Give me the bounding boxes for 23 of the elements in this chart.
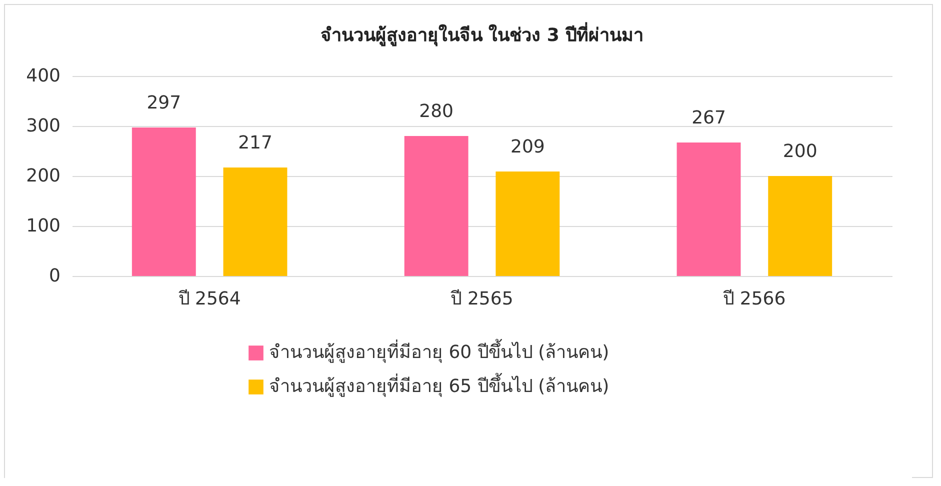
y-tick-label: 200 xyxy=(26,166,60,186)
x-tick-label: ปี 2564 xyxy=(178,288,241,310)
bar xyxy=(223,168,288,276)
chart-title: จำนวนผู้สูงอายุในจีน ในช่วง 3 ปีที่ผ่านมา xyxy=(320,22,644,47)
x-tick-label: ปี 2565 xyxy=(450,288,514,310)
data-label: 280 xyxy=(419,101,454,122)
bar xyxy=(768,176,832,276)
data-label: 209 xyxy=(510,136,545,158)
x-tick-label: ปี 2566 xyxy=(723,288,786,310)
data-label: 217 xyxy=(238,132,272,154)
bar xyxy=(404,136,468,276)
y-tick-label: 300 xyxy=(26,116,60,136)
data-label: 297 xyxy=(146,92,182,114)
bar xyxy=(132,128,196,276)
legend-label: จำนวนผู้สูงอายุที่มีอายุ 65 ปีขึ้นไป (ล้านคน) xyxy=(269,373,610,397)
bar xyxy=(496,172,560,276)
y-tick-label: 0 xyxy=(49,266,60,286)
y-tick-label: 400 xyxy=(26,66,60,86)
data-label: 200 xyxy=(782,141,818,162)
data-label: 267 xyxy=(692,108,726,128)
y-tick-label: 100 xyxy=(26,216,60,236)
legend-label: จำนวนผู้สูงอายุที่มีอายุ 60 ปีขึ้นไป (ล้านคน) xyxy=(269,339,610,363)
bar xyxy=(676,142,741,276)
